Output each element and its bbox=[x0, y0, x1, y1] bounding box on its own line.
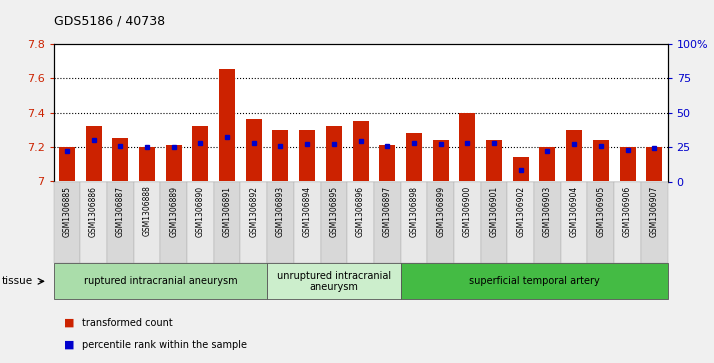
Bar bbox=[166, 145, 181, 182]
Text: GSM1306885: GSM1306885 bbox=[62, 185, 71, 237]
Bar bbox=[353, 121, 368, 182]
Text: ruptured intracranial aneurysm: ruptured intracranial aneurysm bbox=[84, 276, 237, 286]
Bar bbox=[379, 145, 396, 182]
Bar bbox=[54, 263, 267, 299]
Text: GSM1306901: GSM1306901 bbox=[490, 185, 498, 237]
Text: unruptured intracranial
aneurysm: unruptured intracranial aneurysm bbox=[277, 270, 391, 292]
Text: GSM1306907: GSM1306907 bbox=[650, 185, 659, 237]
Text: percentile rank within the sample: percentile rank within the sample bbox=[82, 340, 247, 350]
Text: GSM1306892: GSM1306892 bbox=[249, 185, 258, 237]
Bar bbox=[534, 182, 560, 263]
Bar bbox=[112, 138, 129, 182]
Bar bbox=[267, 182, 294, 263]
Text: GSM1306890: GSM1306890 bbox=[196, 185, 205, 237]
Text: GSM1306904: GSM1306904 bbox=[570, 185, 578, 237]
Text: GSM1306897: GSM1306897 bbox=[383, 185, 392, 237]
Bar bbox=[481, 182, 508, 263]
Bar bbox=[187, 182, 213, 263]
Bar bbox=[347, 182, 374, 263]
Bar bbox=[374, 182, 401, 263]
Text: tissue: tissue bbox=[1, 276, 33, 286]
Bar bbox=[566, 130, 582, 182]
Bar bbox=[454, 182, 481, 263]
Bar bbox=[267, 263, 401, 299]
Bar bbox=[192, 126, 208, 182]
Bar bbox=[406, 133, 422, 182]
Bar bbox=[486, 140, 502, 182]
Bar bbox=[459, 113, 476, 182]
Bar bbox=[241, 182, 267, 263]
Bar bbox=[294, 182, 321, 263]
Text: GSM1306905: GSM1306905 bbox=[596, 185, 605, 237]
Text: GSM1306899: GSM1306899 bbox=[436, 185, 445, 237]
Bar bbox=[59, 147, 75, 182]
Text: ■: ■ bbox=[64, 318, 75, 328]
Bar bbox=[80, 182, 107, 263]
Text: GSM1306896: GSM1306896 bbox=[356, 185, 365, 237]
Text: GSM1306891: GSM1306891 bbox=[223, 185, 231, 237]
Bar bbox=[620, 147, 635, 182]
Text: GSM1306906: GSM1306906 bbox=[623, 185, 632, 237]
Bar bbox=[273, 130, 288, 182]
Text: GSM1306902: GSM1306902 bbox=[516, 185, 526, 237]
Text: GSM1306889: GSM1306889 bbox=[169, 185, 178, 237]
Bar bbox=[139, 147, 155, 182]
Text: GSM1306886: GSM1306886 bbox=[89, 185, 98, 237]
Bar bbox=[134, 182, 161, 263]
Bar bbox=[560, 182, 588, 263]
Bar bbox=[427, 182, 454, 263]
Text: GSM1306895: GSM1306895 bbox=[329, 185, 338, 237]
Bar bbox=[646, 147, 663, 182]
Bar bbox=[246, 119, 262, 182]
Text: superficial temporal artery: superficial temporal artery bbox=[468, 276, 600, 286]
Text: GSM1306887: GSM1306887 bbox=[116, 185, 125, 237]
Bar bbox=[213, 182, 241, 263]
Bar bbox=[326, 126, 342, 182]
Text: ■: ■ bbox=[64, 340, 75, 350]
Bar bbox=[513, 157, 529, 182]
Bar bbox=[161, 182, 187, 263]
Bar bbox=[54, 182, 80, 263]
Bar bbox=[219, 69, 235, 182]
Text: GSM1306898: GSM1306898 bbox=[409, 185, 418, 237]
Bar bbox=[86, 126, 101, 182]
Bar bbox=[401, 263, 668, 299]
Bar bbox=[107, 182, 134, 263]
Bar bbox=[588, 182, 614, 263]
Text: GSM1306903: GSM1306903 bbox=[543, 185, 552, 237]
Bar bbox=[614, 182, 641, 263]
Text: transformed count: transformed count bbox=[82, 318, 173, 328]
Text: GSM1306894: GSM1306894 bbox=[303, 185, 312, 237]
Text: GSM1306900: GSM1306900 bbox=[463, 185, 472, 237]
Text: GDS5186 / 40738: GDS5186 / 40738 bbox=[54, 15, 165, 28]
Bar bbox=[433, 140, 448, 182]
Bar bbox=[401, 182, 427, 263]
Bar bbox=[299, 130, 315, 182]
Bar bbox=[321, 182, 347, 263]
Text: GSM1306893: GSM1306893 bbox=[276, 185, 285, 237]
Bar bbox=[593, 140, 609, 182]
Bar bbox=[508, 182, 534, 263]
Bar bbox=[641, 182, 668, 263]
Bar bbox=[540, 147, 555, 182]
Text: GSM1306888: GSM1306888 bbox=[143, 185, 151, 236]
